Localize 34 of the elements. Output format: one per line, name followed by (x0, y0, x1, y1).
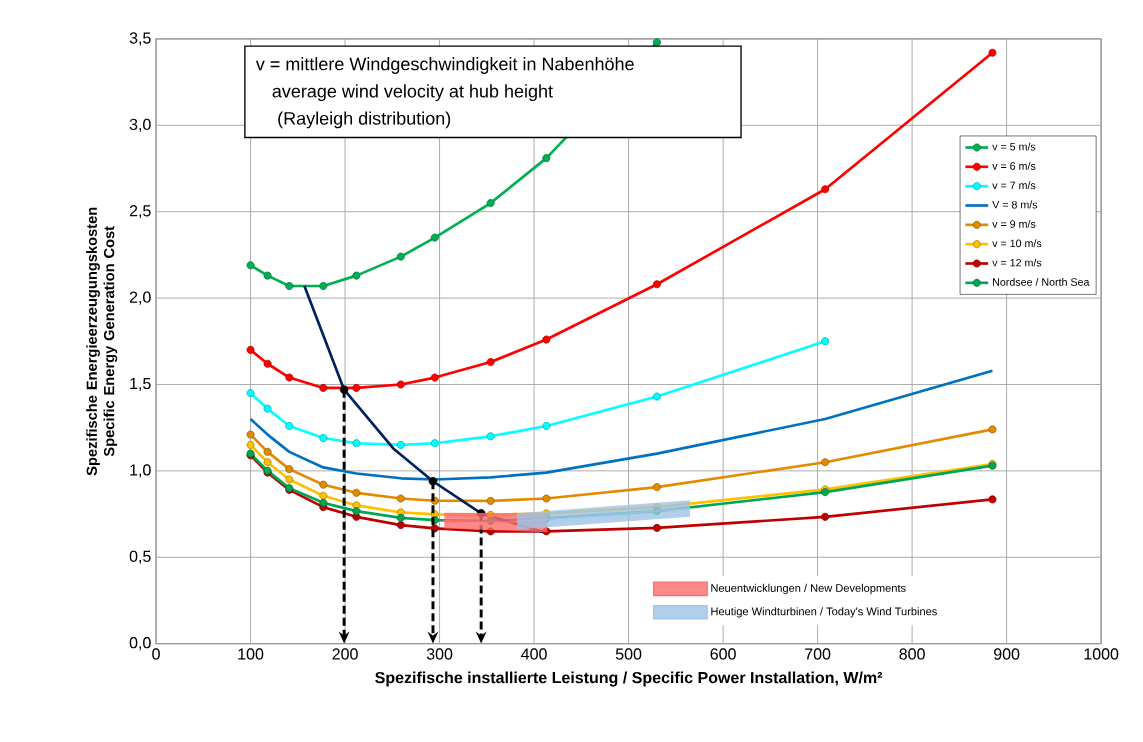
legend-label: v = 7 m/s (992, 181, 1036, 190)
x-tick-label: 100 (238, 648, 264, 660)
x-tick-label: 700 (805, 648, 831, 660)
x-tick-label: 500 (615, 648, 642, 660)
x-tick-label: 300 (426, 648, 453, 660)
y-tick-label: 1,0 (130, 464, 151, 478)
legend-label: v = 12 m/s (992, 258, 1042, 267)
x-tick-label: 900 (994, 648, 1020, 660)
y-tick-label: 3,5 (129, 32, 151, 46)
y-tick-label: 0,0 (129, 636, 151, 651)
legend-label: Nordsee / North Sea (993, 277, 1090, 286)
annotation: average wind velocity at hub height (272, 84, 553, 102)
annotation: v = mittlere Windgeschwindigkeit in Nabenhöhe (255, 57, 634, 74)
legend-label: V = 8 m/s (992, 200, 1038, 209)
x-tick-label: 0 (152, 648, 160, 660)
annotation: (Rayleigh distribution) (278, 111, 451, 129)
legend-label: v = 9 m/s (992, 219, 1036, 228)
y-axis-title: Spezifische Energieerzeugungskosten Specific Energy Generation Cost (86, 207, 118, 476)
legend-label: v = 10 m/s (992, 239, 1042, 248)
x-tick-label: 1000 (1084, 648, 1119, 660)
x-axis-title: Spezifische installierte Leistung / Specific Power Installation, W/m² (375, 671, 883, 687)
legend-label: Heutige Windturbinen / Today's Wind Turbines (711, 607, 937, 618)
y-tick-label: 1,5 (130, 377, 151, 391)
y-tick-label: 2,0 (129, 291, 151, 305)
legend-label: Neuentwicklungen / New Developments (711, 583, 906, 595)
y-tick-label: 3,0 (129, 118, 151, 132)
legend-label: v = 6 m/s (992, 161, 1036, 170)
x-tick-label: 200 (332, 648, 358, 660)
y-tick-label: 0,5 (129, 550, 151, 564)
y-tick-label: 2,5 (129, 205, 151, 219)
x-tick-label: 800 (899, 648, 925, 660)
x-tick-label: 600 (710, 648, 736, 660)
x-tick-label: 400 (521, 648, 547, 660)
legend-label: v = 5 m/s (992, 142, 1036, 151)
